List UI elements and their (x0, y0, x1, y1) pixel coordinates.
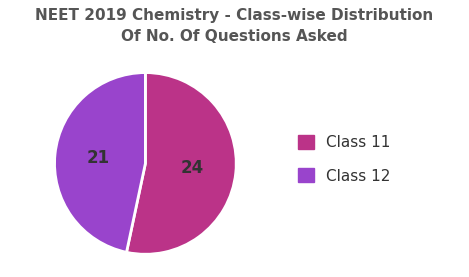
Text: NEET 2019 Chemistry - Class-wise Distribution
Of No. Of Questions Asked: NEET 2019 Chemistry - Class-wise Distrib… (35, 8, 434, 44)
Text: 24: 24 (181, 159, 204, 177)
Text: 21: 21 (87, 150, 110, 168)
Legend: Class 11, Class 12: Class 11, Class 12 (298, 135, 390, 183)
Wedge shape (54, 73, 145, 252)
Wedge shape (127, 73, 236, 254)
